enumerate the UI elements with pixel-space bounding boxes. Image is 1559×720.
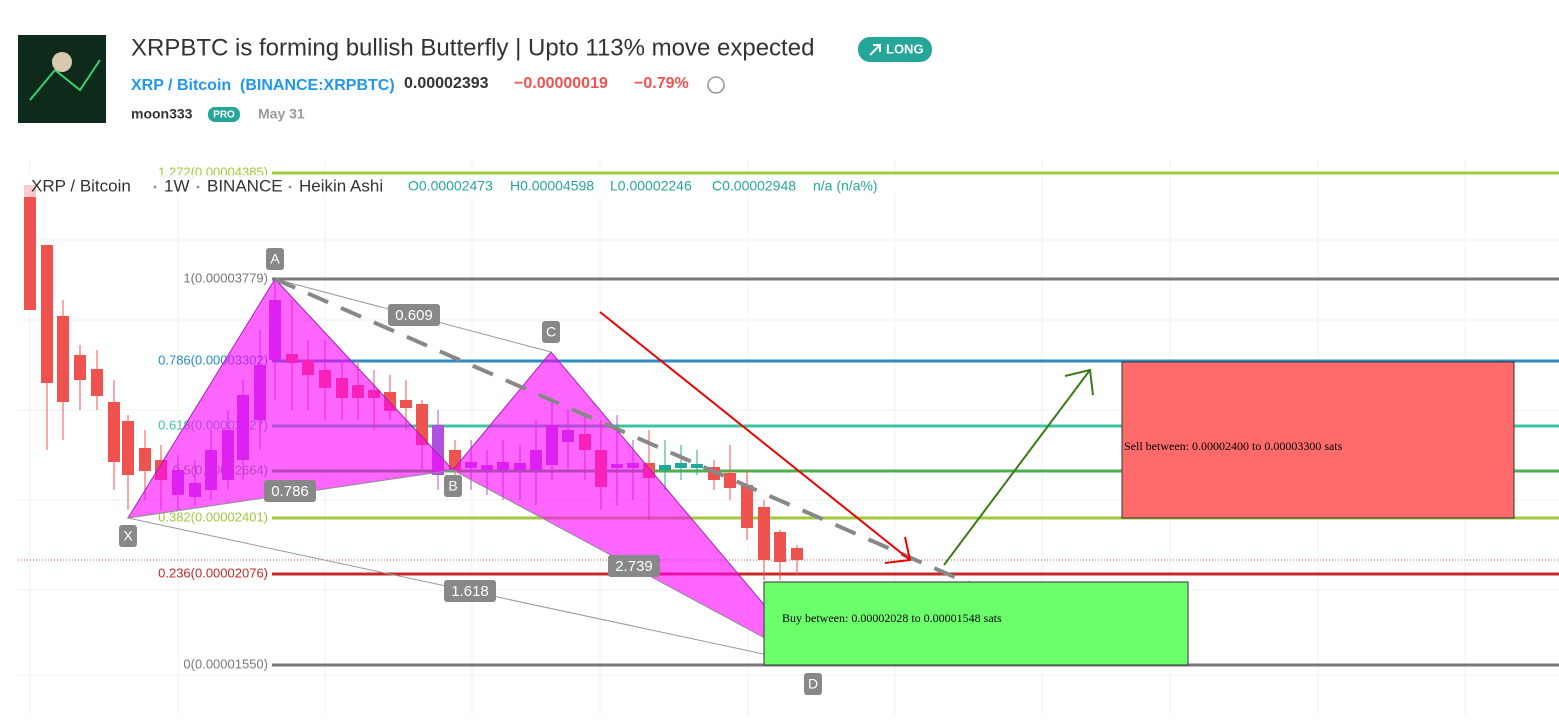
legend-item: L0.00002246 <box>610 178 692 194</box>
candle-body <box>659 465 671 470</box>
author-avatar[interactable] <box>18 35 106 123</box>
red-arrow-head <box>884 536 912 564</box>
candle-body <box>122 421 134 475</box>
point-label-bg <box>119 525 137 547</box>
buy-zone-text: Buy between: 0.00002028 to 0.00001548 sa… <box>782 611 1002 625</box>
fib-label: 0.382(0.00002401) <box>158 509 268 524</box>
red-arrow <box>599 311 911 561</box>
candle-body <box>108 402 120 462</box>
point-label: C <box>546 324 556 340</box>
symbol-link[interactable]: XRP / Bitcoin <box>131 77 231 94</box>
legend-bg <box>20 175 900 197</box>
point-label: X <box>123 528 133 544</box>
pro-badge-text: PRO <box>213 110 235 121</box>
publish-date: May 31 <box>258 106 305 122</box>
ratio-label: 1.618 <box>451 583 489 600</box>
buy-zone <box>763 581 1189 666</box>
point-label: B <box>448 478 457 494</box>
point-label: A <box>270 251 280 267</box>
idea-title: XRPBTC is forming bullish Butterfly | Up… <box>131 34 814 61</box>
sell-zone-text: Sell between: 0.00002400 to 0.00003300 s… <box>1124 439 1343 453</box>
candle-body <box>57 316 69 402</box>
legend-dot <box>153 185 157 189</box>
point-label-bg <box>266 248 284 270</box>
point-label-bg <box>542 321 560 343</box>
point-label: D <box>808 676 818 692</box>
candle-body <box>741 485 753 528</box>
exchange-link[interactable]: (BINANCE:XRPBTC) <box>240 77 395 94</box>
candle-body <box>74 355 86 380</box>
candle-body <box>41 245 53 383</box>
legend-item: Heikin Ashi <box>299 176 383 195</box>
green-arrow-head <box>1064 368 1094 396</box>
legend-dot <box>196 185 200 189</box>
sell-zone <box>1121 361 1515 519</box>
ratio-label-bg <box>608 555 660 577</box>
legend-item: O0.00002473 <box>408 178 493 194</box>
candle-body <box>91 369 103 396</box>
legend-dot <box>288 185 292 189</box>
ratio-label-bg <box>444 580 496 602</box>
long-badge-text: LONG <box>886 41 924 56</box>
ratio-label: 0.786 <box>271 483 309 500</box>
candle-body <box>400 400 412 408</box>
green-arrow <box>943 369 1091 566</box>
ratio-label-bg <box>388 304 440 326</box>
candle-body <box>791 548 803 560</box>
avatar-decoration <box>29 59 101 101</box>
author-name[interactable]: moon333 <box>131 106 193 122</box>
long-icon <box>869 44 881 56</box>
fib-label: 0(0.00001550) <box>183 656 268 671</box>
fib-label: 1(0.00003779) <box>183 270 268 285</box>
price: 0.00002393 <box>404 75 489 92</box>
ratio-label: 0.609 <box>395 307 433 324</box>
legend-item: 1W <box>164 176 190 195</box>
fib-label: 0.236(0.00002076) <box>158 565 268 580</box>
point-label-bg <box>804 673 822 695</box>
point-label-bg <box>444 475 462 497</box>
candle-body <box>758 507 770 560</box>
candle-body <box>675 463 687 468</box>
ratio-label: 2.739 <box>615 558 653 575</box>
candle-body <box>774 532 786 562</box>
price-change: −0.00000019 <box>514 75 608 92</box>
alert-icon[interactable] <box>707 76 725 94</box>
ratio-label-bg <box>264 480 316 502</box>
legend-item: BINANCE <box>207 176 283 195</box>
candle-body <box>24 185 36 310</box>
legend-item: H0.00004598 <box>510 178 594 194</box>
legend-item: XRP / Bitcoin <box>31 176 131 195</box>
legend-item: C0.00002948 <box>712 178 796 194</box>
candle-body <box>724 473 736 488</box>
candle-body <box>139 448 151 471</box>
chart-area: 1.272(0.00004385)1(0.00003779)0.786(0.00… <box>18 160 1559 715</box>
long-badge <box>858 37 932 62</box>
pro-badge <box>208 107 240 122</box>
candle-body <box>691 464 703 468</box>
legend-item: n/a (n/a%) <box>813 178 878 194</box>
avatar-decoration <box>52 52 72 72</box>
price-change-pct: −0.79% <box>634 75 689 92</box>
